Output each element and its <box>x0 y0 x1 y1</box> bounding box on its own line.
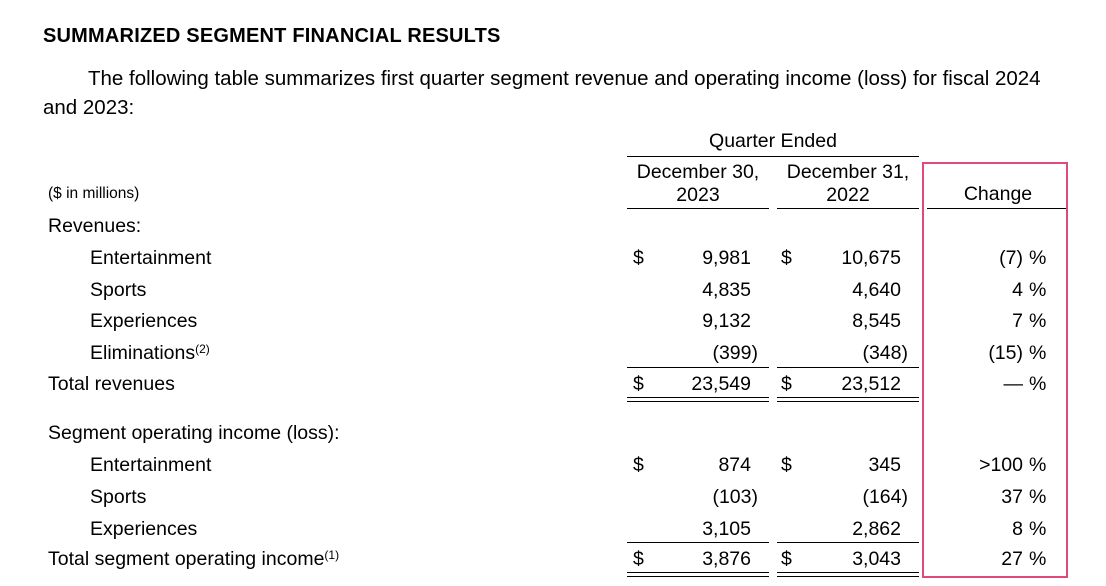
percent-sign: % <box>1029 310 1047 332</box>
subtotal-rule <box>777 367 919 368</box>
footnote-marker: (2) <box>195 342 210 356</box>
percent-sign: % <box>1029 486 1047 508</box>
row-label: Experiences <box>90 518 198 540</box>
value-2022: 2,862 <box>852 518 901 540</box>
value-2023: (399) <box>712 342 758 364</box>
col-2023-header: December 30, 2023 <box>628 161 768 207</box>
intro-paragraph: The following table summarizes first qua… <box>43 64 1073 122</box>
total-double-rule <box>627 397 769 402</box>
change-value: (15) <box>988 342 1023 364</box>
currency-sign: $ <box>633 373 644 395</box>
value-2023: 23,549 <box>691 373 751 395</box>
change-value: 27 <box>1001 548 1023 570</box>
row-label: Entertainment <box>90 454 212 476</box>
col-2022-header-rule <box>777 208 919 209</box>
period-header: Quarter Ended <box>709 130 837 152</box>
currency-sign: $ <box>781 548 792 570</box>
change-value: 4 <box>1012 279 1023 301</box>
total-double-rule <box>777 397 919 402</box>
section-heading: SUMMARIZED SEGMENT FINANCIAL RESULTS <box>43 25 501 47</box>
change-value: 8 <box>1012 518 1023 540</box>
value-2022: (348) <box>862 342 908 364</box>
value-2022: 10,675 <box>841 247 901 269</box>
change-value: (7) <box>999 247 1023 269</box>
percent-sign: % <box>1029 373 1047 395</box>
opincome-section-label: Segment operating income (loss): <box>48 422 340 444</box>
row-label: Sports <box>90 279 147 301</box>
change-value: 7 <box>1012 310 1023 332</box>
row-label: Eliminations(2) <box>90 341 210 365</box>
percent-sign: % <box>1029 454 1047 476</box>
total-opincome-label-text: Total segment operating income <box>48 548 325 570</box>
value-2023: (103) <box>712 486 758 508</box>
change-value: 37 <box>1001 486 1023 508</box>
subtotal-rule <box>627 367 769 368</box>
period-header-rule <box>627 156 919 157</box>
percent-sign: % <box>1029 548 1047 570</box>
value-2022: 345 <box>868 454 901 476</box>
col-2023-header-line2: 2023 <box>676 184 720 206</box>
percent-sign: % <box>1029 342 1047 364</box>
change-value: >100 <box>979 454 1023 476</box>
change-header: Change <box>963 183 1033 205</box>
value-2023: 3,876 <box>702 548 751 570</box>
row-label-text: Eliminations <box>90 342 196 364</box>
currency-sign: $ <box>633 454 644 476</box>
total-double-rule <box>627 572 769 577</box>
value-2023: 9,132 <box>702 310 751 332</box>
value-2022: 23,512 <box>841 373 901 395</box>
row-label: Sports <box>90 486 147 508</box>
currency-sign: $ <box>781 373 792 395</box>
revenues-section-label: Revenues: <box>48 215 142 237</box>
col-2022-header-line1: December 31, <box>786 161 910 183</box>
change-value: — <box>1003 373 1024 395</box>
currency-sign: $ <box>633 247 644 269</box>
subtotal-rule <box>777 542 919 543</box>
change-header-rule <box>927 208 1068 209</box>
change-column-highlight <box>922 162 1068 578</box>
value-2023: 9,981 <box>702 247 751 269</box>
currency-sign: $ <box>633 548 644 570</box>
value-2023: 874 <box>718 454 751 476</box>
value-2022: (164) <box>862 486 908 508</box>
footnote-marker: (1) <box>324 548 340 562</box>
total-double-rule <box>777 572 919 577</box>
percent-sign: % <box>1029 279 1047 301</box>
row-label: Experiences <box>90 310 198 332</box>
row-label: Entertainment <box>90 247 212 269</box>
percent-sign: % <box>1029 518 1047 540</box>
units-note: ($ in millions) <box>48 185 140 202</box>
subtotal-rule <box>627 542 769 543</box>
value-2022: 8,545 <box>852 310 901 332</box>
currency-sign: $ <box>781 247 792 269</box>
value-2022: 4,640 <box>852 279 901 301</box>
value-2023: 3,105 <box>702 518 751 540</box>
intro-text: The following table summarizes first qua… <box>43 67 1041 119</box>
percent-sign: % <box>1029 247 1047 269</box>
total-opincome-label: Total segment operating income(1) <box>48 547 339 571</box>
value-2022: 3,043 <box>852 548 901 570</box>
value-2023: 4,835 <box>702 279 751 301</box>
col-2023-header-rule <box>627 208 769 209</box>
col-2022-header-line2: 2022 <box>826 184 870 206</box>
currency-sign: $ <box>781 454 792 476</box>
total-revenues-label: Total revenues <box>48 373 175 395</box>
col-2023-header-line1: December 30, <box>636 161 760 183</box>
col-2022-header: December 31, 2022 <box>778 161 918 207</box>
